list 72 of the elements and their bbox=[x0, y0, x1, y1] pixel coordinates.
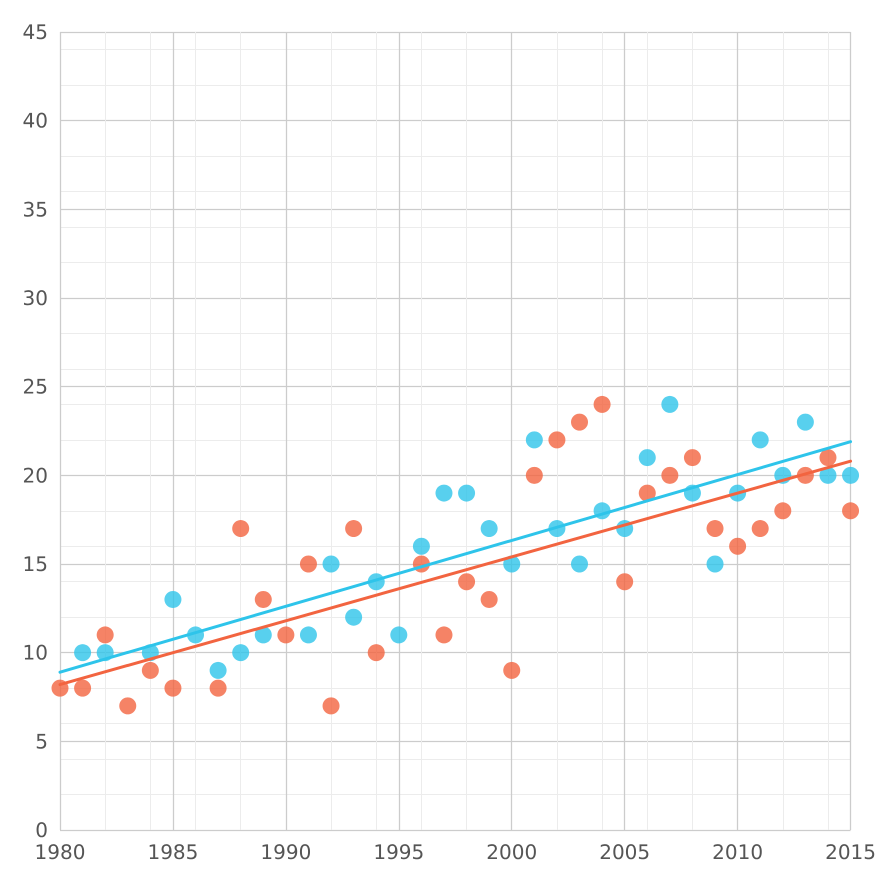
x-tick-label: 1990 bbox=[260, 840, 312, 864]
point bbox=[164, 680, 182, 697]
point bbox=[436, 626, 452, 644]
point bbox=[706, 556, 724, 572]
point bbox=[458, 573, 476, 590]
y-tick-label: 35 bbox=[22, 197, 48, 222]
y-tick-label: 40 bbox=[22, 108, 48, 133]
point bbox=[412, 538, 430, 555]
point bbox=[74, 680, 92, 697]
point bbox=[548, 431, 566, 448]
x-tick-label: 2010 bbox=[712, 840, 764, 864]
point bbox=[819, 466, 836, 484]
point bbox=[164, 590, 182, 608]
point bbox=[796, 414, 814, 431]
point bbox=[774, 502, 792, 520]
point bbox=[254, 626, 272, 644]
point bbox=[842, 466, 860, 484]
point bbox=[480, 590, 498, 608]
x-tick-label: 2015 bbox=[825, 840, 876, 864]
point bbox=[74, 644, 92, 662]
point bbox=[322, 697, 340, 714]
point bbox=[571, 414, 588, 431]
point bbox=[390, 626, 408, 644]
point bbox=[571, 556, 588, 572]
point bbox=[119, 697, 136, 714]
point bbox=[232, 520, 250, 538]
point bbox=[503, 662, 520, 679]
point bbox=[752, 431, 769, 448]
x-tick-label: 2005 bbox=[599, 840, 650, 864]
point bbox=[616, 573, 634, 590]
y-tick-label: 45 bbox=[22, 20, 48, 44]
y-tick-label: 25 bbox=[22, 374, 48, 399]
point bbox=[345, 520, 362, 538]
point bbox=[526, 466, 543, 484]
y-tick-label: 20 bbox=[22, 463, 48, 488]
y-tick-label: 10 bbox=[22, 640, 48, 665]
point bbox=[638, 449, 656, 466]
point bbox=[819, 449, 836, 466]
point bbox=[661, 396, 678, 413]
point bbox=[368, 644, 385, 662]
y-tick-label: 0 bbox=[35, 818, 48, 842]
point bbox=[277, 626, 294, 644]
point bbox=[706, 520, 724, 538]
point bbox=[210, 662, 227, 679]
point bbox=[300, 556, 317, 572]
x-tick-label: 1980 bbox=[34, 840, 86, 864]
point bbox=[480, 520, 498, 538]
point bbox=[752, 520, 769, 538]
point bbox=[300, 626, 317, 644]
point bbox=[458, 484, 476, 502]
y-tick-label: 5 bbox=[35, 729, 48, 754]
point bbox=[52, 680, 68, 697]
x-tick-label: 2000 bbox=[486, 840, 538, 864]
point bbox=[594, 396, 611, 413]
point bbox=[96, 626, 114, 644]
point bbox=[345, 608, 362, 626]
point bbox=[842, 502, 860, 520]
point bbox=[254, 590, 272, 608]
x-tick-label: 1985 bbox=[147, 840, 198, 864]
point bbox=[232, 644, 250, 662]
y-tick-label: 15 bbox=[22, 552, 48, 576]
point bbox=[729, 538, 746, 555]
x-tick-label: 1995 bbox=[373, 840, 424, 864]
point bbox=[638, 484, 656, 502]
point bbox=[684, 449, 701, 466]
point bbox=[661, 466, 678, 484]
y-tick-label: 30 bbox=[22, 286, 48, 310]
point bbox=[142, 662, 159, 679]
point bbox=[436, 484, 452, 502]
point bbox=[526, 431, 543, 448]
point bbox=[322, 556, 340, 572]
point bbox=[210, 680, 227, 697]
